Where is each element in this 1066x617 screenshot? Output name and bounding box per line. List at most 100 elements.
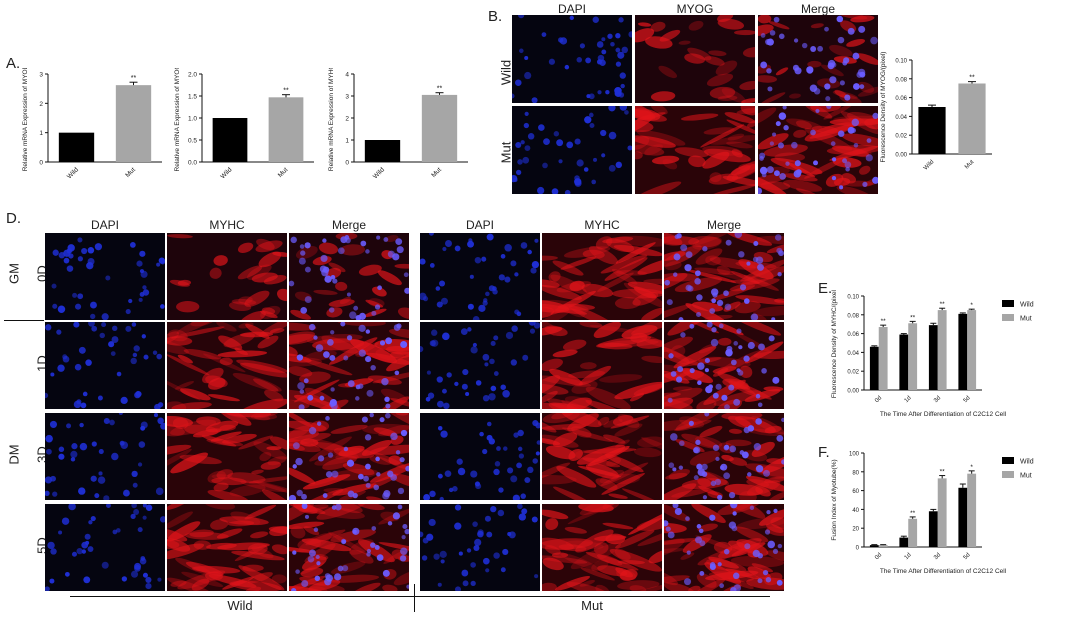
bar-wild-1d (899, 334, 909, 390)
panel-e-letter: E. (818, 280, 833, 297)
significance-mark: ** (940, 469, 946, 476)
significance-mark: ** (969, 75, 975, 82)
myog-image-mut-dapi (512, 106, 632, 194)
x-tick-label: 3d (933, 552, 942, 561)
myhc-image-wild-5d-merge (289, 504, 409, 591)
myhc-image-wild-1d-merge (289, 322, 409, 409)
x-tick-label: Wild (66, 166, 80, 180)
legend-label-mut: Mut (1020, 316, 1032, 323)
chart-myhc-expression: Relative mRNA Expression of MYHC 0 1 2 3 4 Wil… (328, 68, 468, 180)
panel-a-letter: A. (6, 55, 21, 72)
myhc-image-wild-0d-myhc (167, 233, 287, 320)
bar-mut-5d (967, 473, 977, 547)
x-tick-label: Wild (923, 159, 935, 171)
legend-swatch-mut (1002, 314, 1014, 321)
bar-mut-5d (967, 310, 977, 390)
y-tick-label: 2 (345, 116, 349, 123)
bar-wild-0d (869, 545, 879, 547)
bar-wild (212, 118, 248, 162)
d-group-dm: DM (6, 444, 22, 465)
significance-mark: ** (881, 318, 887, 325)
bar-mut-0d (878, 327, 888, 390)
myhc-image-mut-1d-dapi (420, 322, 540, 409)
bar-wild-3d (928, 511, 938, 547)
b-header-merge: Merge (800, 2, 835, 16)
x-tick-label: Wild (372, 166, 386, 180)
d-header-merge-mut: Merge (706, 218, 741, 232)
significance-mark: ** (910, 314, 916, 321)
y-tick-label: 0.02 (895, 134, 907, 140)
x-tick-label: Mut (430, 166, 443, 179)
bar-wild-3d (928, 325, 938, 390)
myog-image-mut-myog (635, 106, 755, 194)
x-tick-label: Mut (964, 159, 976, 171)
y-tick-label: 3 (345, 94, 349, 101)
y-tick-label: 4 (345, 72, 349, 79)
myhc-image-mut-5d-dapi (420, 504, 540, 591)
x-axis-label: The Time After Differentiation of C2C12 … (880, 568, 1007, 575)
x-tick-label: Wild (220, 166, 234, 180)
myhc-image-mut-0d-merge (664, 233, 784, 320)
myhc-image-wild-0d-merge (289, 233, 409, 320)
bar-mut-1d (908, 323, 918, 390)
bar-wild-1d (899, 537, 909, 547)
myhc-image-mut-3d-dapi (420, 413, 540, 500)
bottom-axis-line (70, 596, 770, 597)
legend-swatch-mut (1002, 471, 1014, 478)
y-tick-label: 1 (345, 138, 349, 145)
bar-wild-5d (958, 313, 968, 390)
b-header-myog: MYOG (676, 2, 714, 16)
myhc-image-mut-1d-myhc (542, 322, 662, 409)
bar-mut (268, 97, 304, 162)
y-tick-label: 3 (39, 72, 43, 79)
y-tick-label: 0.10 (895, 59, 907, 65)
y-tick-label: 0.06 (847, 332, 859, 338)
chart-myhc-fluorescence-time: Fluorescence Density of MYHC/(pixel) 0.00… (831, 290, 1034, 418)
myhc-image-mut-5d-merge (664, 504, 784, 591)
x-tick-label: 0d (874, 395, 883, 404)
x-axis-label: The Time After Differentiation of C2C12 … (880, 411, 1007, 418)
panel-b-letter: B. (488, 8, 503, 25)
x-tick-label: Mut (124, 166, 137, 179)
y-tick-label: 0 (856, 546, 860, 552)
y-tick-label: 0.08 (895, 77, 907, 83)
myhc-image-mut-3d-myhc (542, 413, 662, 500)
y-tick-label: 0.08 (847, 313, 859, 319)
y-axis-label: Relative mRNA Expression of MYOG (174, 68, 181, 171)
gm-dm-divider (4, 320, 44, 321)
bottom-label-wild: Wild (227, 598, 253, 613)
chart-myod-expression: Relative mRNA Expression of MYOD 0 1 2 3 Wild… (22, 68, 162, 180)
myhc-image-mut-0d-dapi (420, 233, 540, 320)
significance-mark: * (970, 464, 973, 471)
y-tick-label: 0 (39, 160, 43, 167)
significance-mark: ** (940, 301, 946, 308)
y-tick-label: 1.0 (188, 116, 197, 123)
d-header-dapi-mut: DAPI (465, 218, 494, 232)
myog-image-mut-merge (758, 106, 878, 194)
d-header-myhc-wild: MYHC (209, 218, 245, 232)
x-tick-label: 1d (904, 395, 913, 404)
bar-wild-0d (869, 346, 879, 390)
y-tick-label: 2.0 (188, 72, 197, 79)
myhc-image-mut-1d-merge (664, 322, 784, 409)
myhc-image-wild-3d-dapi (45, 413, 165, 500)
chart-myog-fluorescence: Fluorescence Density of MYOG/(pixel) 0.00… (880, 52, 992, 172)
legend-label-mut: Mut (1020, 473, 1032, 480)
bar-wild (364, 140, 401, 162)
bar-wild (918, 107, 946, 154)
y-tick-label: 0.00 (895, 153, 907, 159)
x-tick-label: 3d (933, 395, 942, 404)
bar-mut-3d (937, 478, 947, 547)
d-header-merge-wild: Merge (331, 218, 366, 232)
significance-mark: * (970, 302, 973, 309)
bar-mut-1d (908, 518, 918, 547)
bar-mut (115, 85, 152, 162)
d-header-myhc-mut: MYHC (584, 218, 620, 232)
chart-fusion-index-time: Fusion Index of Myotube(%) 0 20 40 60 80 100 0d… (831, 452, 1034, 576)
y-tick-label: 0.10 (847, 295, 859, 301)
y-tick-label: 0.04 (895, 115, 907, 121)
y-axis-label: Fluorescence Density of MYOG/(pixel) (880, 52, 887, 163)
bar-mut (421, 94, 458, 162)
y-tick-label: 0.06 (895, 96, 907, 102)
x-tick-label: 5d (963, 552, 972, 561)
